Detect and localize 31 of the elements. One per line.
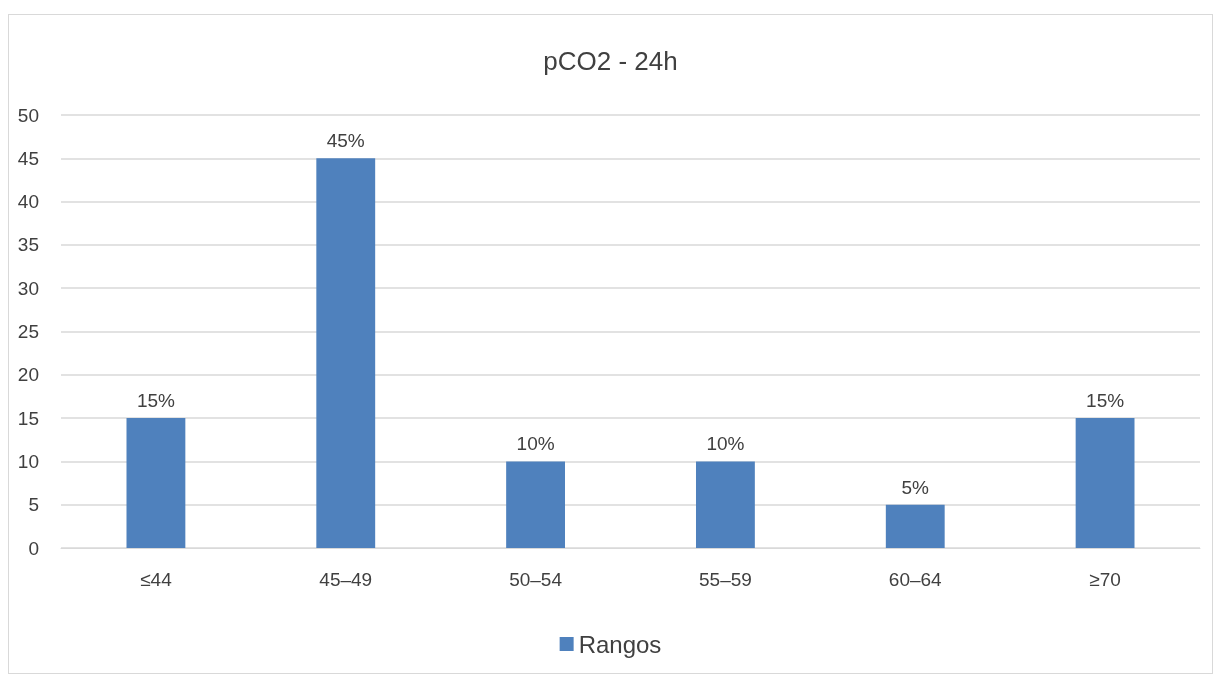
bar (126, 418, 186, 548)
y-tick-label: 30 (17, 277, 39, 299)
y-tick-label: 40 (17, 191, 39, 213)
bar (885, 504, 945, 548)
y-tick-label: 35 (17, 234, 39, 256)
y-tick-label: 20 (17, 364, 39, 386)
x-tick-label: 45–49 (319, 569, 373, 590)
data-label: 15% (1086, 390, 1125, 412)
chart-title: pCO2 - 24h (543, 46, 678, 76)
x-tick-label: ≥70 (1089, 569, 1121, 590)
y-tick-label: 50 (17, 104, 39, 126)
x-tick-label: 55–59 (698, 569, 752, 590)
data-label: 5% (901, 476, 930, 498)
bar (316, 158, 376, 548)
data-label: 45% (326, 130, 365, 152)
x-tick-label: ≤44 (140, 569, 173, 590)
bar (506, 461, 566, 548)
data-label: 10% (706, 433, 745, 455)
legend-label: Rangos (578, 630, 662, 658)
y-tick-label: 5 (28, 494, 39, 516)
data-label: 10% (516, 433, 555, 455)
y-tick-label: 0 (28, 537, 39, 559)
x-tick-label: 50–54 (509, 569, 563, 590)
y-tick-label: 10 (17, 450, 39, 472)
bar (695, 461, 755, 548)
y-tick-label: 25 (17, 321, 39, 342)
y-tick-label: 15 (17, 407, 39, 429)
data-label: 15% (136, 390, 176, 412)
x-tick-label: 60–64 (888, 569, 943, 590)
y-tick-label: 45 (17, 147, 39, 169)
bar (1075, 418, 1135, 548)
